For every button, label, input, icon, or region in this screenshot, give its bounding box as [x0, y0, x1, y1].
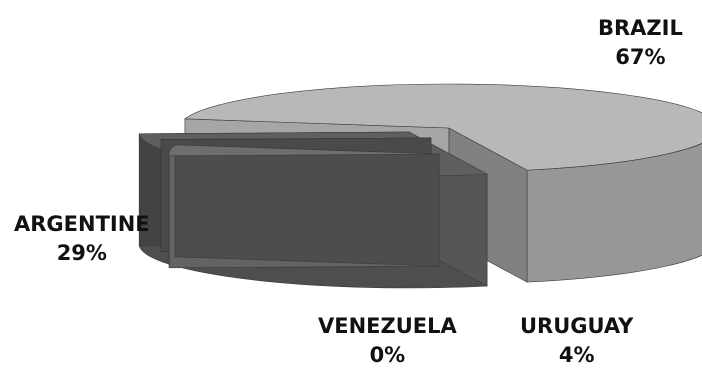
pie-slice-top-brazil: [184, 83, 702, 171]
slice-value-venezuela: 0%: [369, 343, 406, 367]
slice-name-brazil: BRAZIL: [598, 16, 683, 40]
pie-slice-cut-uruguay-1: [174, 144, 440, 267]
slice-name-venezuela: VENEZUELA: [318, 314, 457, 338]
slice-label-brazil: BRAZIL 67%: [598, 14, 683, 72]
slice-value-argentine: 29%: [56, 241, 107, 265]
slice-label-uruguay: URUGUAY 4%: [520, 312, 633, 370]
pie-slice-top-uruguay: [168, 144, 440, 157]
slice-name-uruguay: URUGUAY: [520, 314, 634, 338]
slice-value-brazil: 67%: [615, 45, 666, 69]
pie-slice-uruguay: [168, 144, 440, 269]
slice-value-uruguay: 4%: [558, 343, 595, 367]
slice-name-argentine: ARGENTINE: [14, 212, 150, 236]
pie-slice-top-venezuela: [160, 137, 432, 141]
slice-label-venezuela: VENEZUELA 0%: [318, 312, 457, 370]
slice-label-argentine: ARGENTINE 29%: [14, 210, 150, 268]
